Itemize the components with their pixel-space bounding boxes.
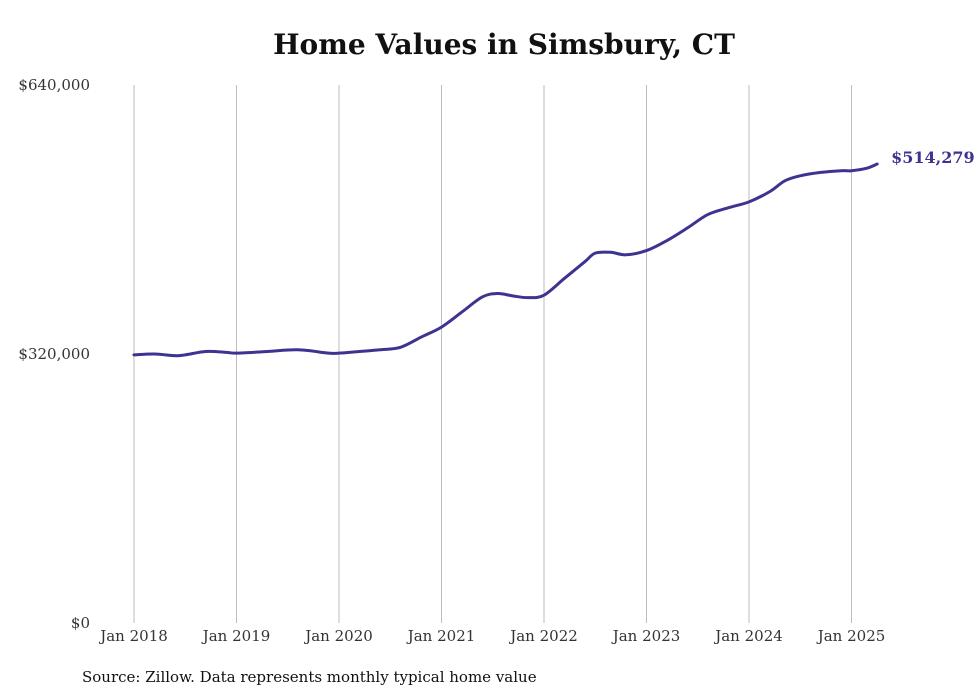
x-tick-label: Jan 2021: [406, 627, 476, 645]
x-tick-label: Jan 2019: [201, 627, 271, 645]
x-tick-label: Jan 2024: [713, 627, 783, 645]
y-axis-tick-labels: $0 $320,000 $640,000: [18, 76, 90, 632]
x-tick-label: Jan 2018: [98, 627, 168, 645]
y-tick-label: $320,000: [18, 345, 90, 363]
chart-title: Home Values in Simsbury, CT: [273, 28, 735, 61]
x-tick-label: Jan 2025: [816, 627, 886, 645]
y-tick-label: $640,000: [18, 76, 90, 94]
x-tick-label: Jan 2023: [611, 627, 681, 645]
x-axis-tick-labels: Jan 2018 Jan 2019 Jan 2020 Jan 2021 Jan 2022…: [98, 627, 885, 645]
source-note: Source: Zillow. Data represents monthly …: [82, 668, 537, 686]
latest-value-label: $514,279: [891, 148, 975, 167]
x-tick-label: Jan 2020: [303, 627, 373, 645]
y-tick-label: $0: [71, 614, 90, 632]
home-value-line: [132, 162, 879, 358]
x-tick-label: Jan 2022: [508, 627, 578, 645]
